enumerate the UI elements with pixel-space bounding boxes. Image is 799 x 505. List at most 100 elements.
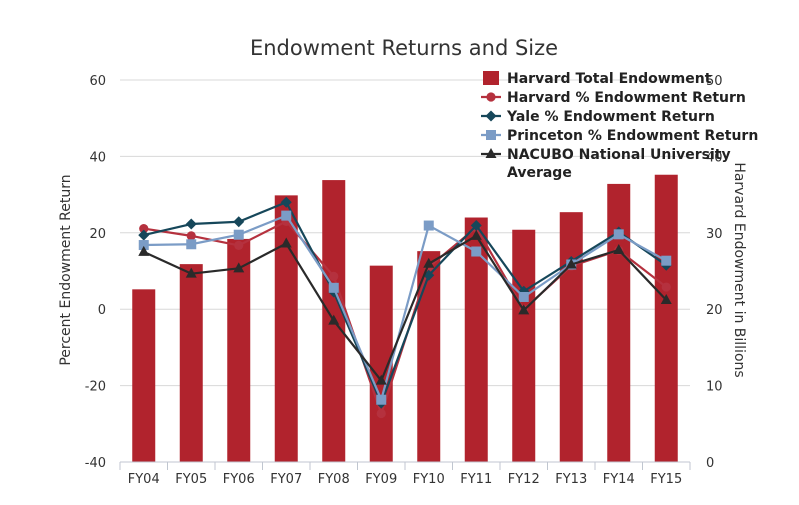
series-nacubo-national-university-average [138,229,672,385]
x-tick-label: FY09 [365,472,397,487]
legend-item-nacubo-national-university-average[interactable]: NACUBO National University Average [481,147,731,181]
x-tick-label: FY07 [270,472,302,487]
point-nacubo-national-university-average[interactable] [470,229,482,240]
x-tick-label: FY10 [413,472,445,487]
bar-harvard-total-endowment[interactable] [559,212,583,462]
series-lines [138,196,672,419]
x-tick-label: FY11 [460,472,492,487]
point-nacubo-national-university-average[interactable] [280,237,292,248]
bar-harvard-total-endowment[interactable] [654,174,678,462]
x-tick-label: FY14 [603,472,635,487]
bar-harvard-total-endowment[interactable] [464,217,488,462]
bar-harvard-total-endowment[interactable] [227,238,251,462]
legend-item-princeton-endowment-return[interactable]: Princeton % Endowment Return [481,128,758,144]
right-tick-label: 10 [706,380,723,395]
point-princeton-endowment-return[interactable] [328,282,339,293]
series-princeton-endowment-return [138,210,672,405]
left-tick-label: 20 [89,227,106,242]
point-princeton-endowment-return[interactable] [376,394,387,405]
point-yale-endowment-return[interactable] [280,196,292,208]
point-nacubo-national-university-average[interactable] [565,258,577,269]
point-nacubo-national-university-average[interactable] [518,304,530,315]
bar-harvard-total-endowment[interactable] [417,251,441,462]
legend-marker [486,130,496,140]
right-tick-label: 0 [706,456,714,471]
point-harvard-endowment-return[interactable] [234,240,244,251]
left-tick-label: -40 [85,456,106,471]
x-tick-label: FY08 [318,472,350,487]
left-tick-label: -20 [85,380,106,395]
point-princeton-endowment-return[interactable] [661,255,672,266]
point-harvard-endowment-return[interactable] [661,282,671,292]
bar-harvard-total-endowment[interactable] [274,195,298,462]
point-nacubo-national-university-average[interactable] [423,257,435,268]
point-harvard-endowment-return[interactable] [376,408,386,419]
x-tick-label: FY15 [650,472,682,487]
legend-marker [485,148,497,158]
bar-harvard-total-endowment[interactable] [607,183,631,463]
point-princeton-endowment-return[interactable] [186,239,197,250]
bars [132,174,678,463]
legend[interactable]: Harvard Total Endowment Harvard % Endowme… [481,71,758,181]
series-line [143,201,667,405]
x-tick-label: FY12 [508,472,540,487]
right-tick-label: 20 [706,303,723,318]
x-tick-label: FY13 [555,472,587,487]
right-tick-label: 30 [706,227,723,242]
series-line [143,234,668,382]
legend-marker [485,110,497,122]
point-nacubo-national-university-average[interactable] [660,294,672,305]
point-princeton-endowment-return[interactable] [423,220,434,231]
left-tick-label: 60 [89,74,106,89]
point-yale-endowment-return[interactable] [470,220,482,232]
right-tick-label: 40 [706,150,723,165]
legend-label: NACUBO National University Average [507,147,731,181]
point-nacubo-national-university-average[interactable] [328,314,340,325]
right-tick-label: 50 [706,74,723,89]
point-princeton-endowment-return[interactable] [233,229,244,240]
point-yale-endowment-return[interactable] [185,218,197,230]
bar-harvard-total-endowment[interactable] [179,264,203,462]
legend-item-harvard-endowment-return[interactable]: Harvard % Endowment Return [481,90,746,106]
legend-swatch [483,71,499,85]
point-nacubo-national-university-average[interactable] [613,243,625,254]
legend-label: Harvard Total Endowment [507,71,712,87]
legend-label: Princeton % Endowment Return [507,128,758,144]
right-axis-title: Harvard Endowment in Billions [731,162,747,377]
chart-title: Endowment Returns and Size [250,36,558,60]
point-nacubo-national-university-average[interactable] [233,262,245,273]
series-harvard-endowment-return [139,216,671,419]
left-tick-label: 0 [98,303,106,318]
point-harvard-endowment-return[interactable] [139,223,149,234]
point-yale-endowment-return[interactable] [233,216,245,228]
point-princeton-endowment-return[interactable] [471,246,482,257]
point-harvard-endowment-return[interactable] [329,271,339,281]
legend-item-yale-endowment-return[interactable]: Yale % Endowment Return [481,109,715,125]
x-tick-label: FY06 [223,472,255,487]
point-princeton-endowment-return[interactable] [518,291,529,302]
point-yale-endowment-return[interactable] [138,229,150,241]
legend-label: Yale % Endowment Return [506,109,715,125]
point-nacubo-national-university-average[interactable] [375,374,387,385]
bar-harvard-total-endowment[interactable] [512,229,536,462]
point-princeton-endowment-return[interactable] [281,210,292,221]
point-nacubo-national-university-average[interactable] [138,245,150,256]
series-yale-endowment-return [138,196,672,409]
series-line [143,214,667,401]
x-tick-label: FY05 [175,472,207,487]
point-princeton-endowment-return[interactable] [613,229,624,240]
legend-marker [486,92,496,102]
point-harvard-endowment-return[interactable] [186,231,196,241]
legend-label: Harvard % Endowment Return [507,90,746,106]
bar-harvard-total-endowment[interactable] [132,289,156,462]
x-tick-label: FY04 [128,472,160,487]
legend-item-harvard-total-endowment[interactable]: Harvard Total Endowment [483,71,712,87]
point-princeton-endowment-return[interactable] [138,240,149,251]
bar-harvard-total-endowment[interactable] [369,265,393,462]
left-tick-label: 40 [89,150,106,165]
point-nacubo-national-university-average[interactable] [185,267,197,278]
axes: -40 -20 0 20 40 60 0 10 20 30 40 50 FY04 FY05 FY06 FY07… [85,74,723,487]
grid [120,79,690,387]
left-axis-title: Percent Endowment Return [58,174,74,365]
